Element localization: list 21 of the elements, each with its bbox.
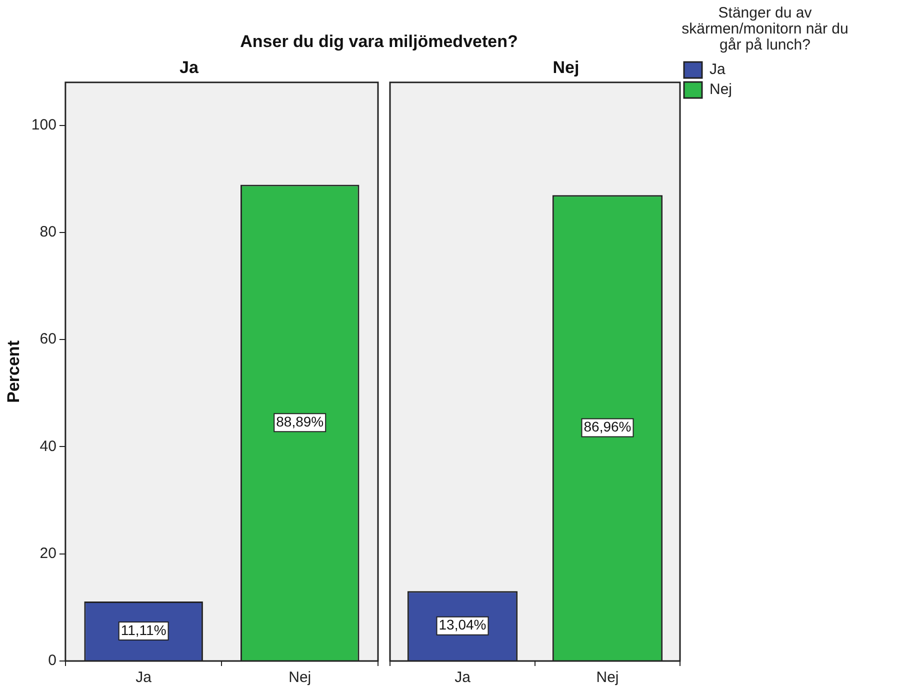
x-tick-label: Nej — [288, 669, 312, 686]
x-tick-label: Ja — [136, 669, 152, 686]
y-tick-label: 80 — [40, 224, 56, 241]
y-tick-label: 60 — [40, 330, 56, 348]
legend-label: Ja — [710, 61, 726, 78]
data-label: 86,96% — [584, 418, 632, 435]
data-label: 11,11% — [120, 622, 166, 638]
y-tick-label: 40 — [40, 438, 56, 455]
y-tick-label: 20 — [40, 544, 56, 562]
x-tick-label: Nej — [596, 669, 619, 686]
chart-title: Anser du dig vara miljömedveten? — [239, 32, 519, 52]
x-tick-label: Ja — [454, 669, 472, 686]
chart-subtitle: Ja — [180, 58, 199, 77]
data-label: 13,04% — [438, 616, 486, 633]
data-label: 88,89% — [276, 414, 324, 430]
y-tick-label: 0 — [48, 652, 56, 670]
chart-subtitle: Nej — [552, 58, 580, 77]
y-tick-label: 100 — [31, 116, 56, 134]
legend-label: Nej — [710, 81, 732, 98]
y-axis-title: Percent — [4, 340, 23, 403]
legend-title: Stänger du av skärmen/monitorn när du går på lunch? — [682, 4, 848, 54]
